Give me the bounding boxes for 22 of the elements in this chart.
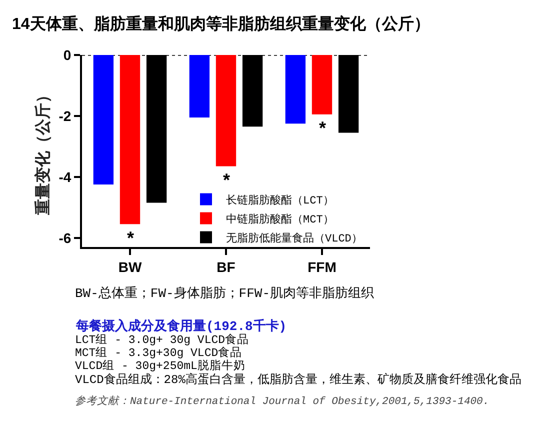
text: LCT组 - 3.0g+ 30g VLCD食品 xyxy=(75,333,250,347)
annotation: * xyxy=(127,228,134,248)
text: VLCD组 - 30g+250mL脱脂牛奶 xyxy=(75,359,246,373)
legend-label: 长链脂肪酸酯（LCT） xyxy=(226,194,334,208)
text: VLCD食品组成：28%高蛋白含量，低脂肪含量，维生素、矿物质及膳食纤维强化食品 xyxy=(75,372,522,387)
chart-title: 14天体重、脂肪重量和肌肉等非脂肪组织重量变化（公斤） xyxy=(12,15,430,34)
x-tick-label: BW xyxy=(118,258,142,275)
text: 参考文献：Nature-International Journal of Obesity,2001,5,1393-1400. xyxy=(75,395,490,408)
legend-label: 无脂肪低能量食品（VLCD） xyxy=(226,232,362,246)
y-tick-label: -4 xyxy=(58,168,72,185)
legend-label: 中链脂肪酸酯（MCT） xyxy=(226,212,334,227)
x-tick-label: FFM xyxy=(308,258,336,275)
annotation: * xyxy=(223,170,230,190)
text: 每餐摄入成分及食用量(192.8千卡) xyxy=(75,318,287,334)
y-tick-label: 0 xyxy=(63,46,72,63)
text: BW-总体重；FW-身体脂肪；FFW-肌肉等非脂肪组织 xyxy=(75,286,374,301)
x-tick-label: BF xyxy=(216,258,236,275)
annotation: * xyxy=(319,118,326,138)
text: MCT组 - 3.3g+30g VLCD食品 xyxy=(75,346,242,360)
y-tick-label: -2 xyxy=(58,108,72,124)
y-axis-title: 重量变化（公斤） xyxy=(34,87,52,216)
y-tick-label: -6 xyxy=(58,230,72,246)
